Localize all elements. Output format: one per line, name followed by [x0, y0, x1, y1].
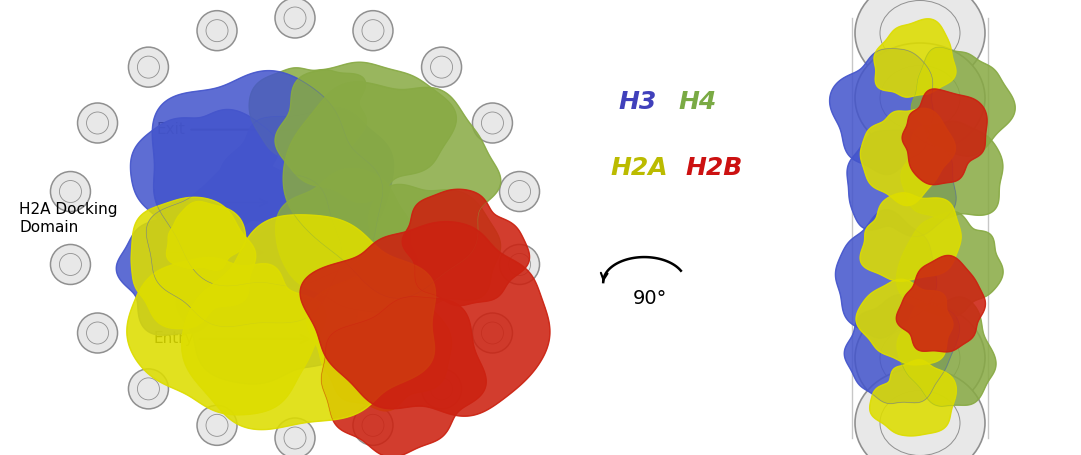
- Polygon shape: [896, 255, 986, 352]
- Polygon shape: [903, 89, 987, 185]
- Polygon shape: [870, 360, 957, 436]
- Polygon shape: [301, 222, 550, 416]
- Circle shape: [78, 313, 118, 353]
- Polygon shape: [369, 184, 501, 306]
- Circle shape: [499, 244, 539, 284]
- Circle shape: [353, 10, 393, 51]
- Circle shape: [129, 47, 169, 87]
- Polygon shape: [896, 212, 1003, 317]
- Polygon shape: [176, 224, 357, 384]
- Text: 90°: 90°: [632, 288, 667, 308]
- Text: H2A Docking
Domain: H2A Docking Domain: [19, 202, 118, 235]
- Circle shape: [197, 405, 237, 445]
- Circle shape: [197, 10, 237, 51]
- Circle shape: [472, 313, 512, 353]
- Circle shape: [51, 244, 91, 284]
- Ellipse shape: [855, 303, 985, 413]
- Polygon shape: [152, 71, 383, 286]
- Polygon shape: [166, 202, 245, 270]
- Polygon shape: [182, 215, 436, 430]
- Circle shape: [51, 172, 91, 212]
- Polygon shape: [856, 279, 953, 365]
- Polygon shape: [900, 121, 1003, 218]
- Polygon shape: [911, 47, 1015, 156]
- Circle shape: [129, 369, 169, 409]
- Polygon shape: [844, 295, 960, 404]
- Polygon shape: [848, 130, 956, 237]
- Circle shape: [499, 172, 539, 212]
- Polygon shape: [873, 19, 956, 97]
- Text: H2B: H2B: [685, 157, 743, 180]
- Ellipse shape: [855, 43, 985, 153]
- Polygon shape: [860, 108, 956, 206]
- Polygon shape: [131, 197, 256, 329]
- Text: H3: H3: [618, 91, 656, 114]
- Polygon shape: [249, 68, 366, 160]
- Ellipse shape: [855, 0, 985, 88]
- Polygon shape: [131, 110, 279, 238]
- Polygon shape: [283, 82, 501, 298]
- Circle shape: [422, 369, 462, 409]
- Polygon shape: [146, 157, 342, 327]
- Polygon shape: [126, 258, 326, 415]
- Circle shape: [78, 103, 118, 143]
- Ellipse shape: [855, 368, 985, 455]
- Polygon shape: [402, 189, 530, 306]
- Polygon shape: [221, 108, 393, 243]
- Polygon shape: [897, 297, 996, 406]
- Text: H4: H4: [679, 91, 717, 114]
- Text: Entry: Entry: [154, 332, 308, 346]
- Circle shape: [472, 103, 512, 143]
- Circle shape: [275, 0, 315, 38]
- Polygon shape: [276, 168, 417, 312]
- Text: H2A: H2A: [611, 157, 668, 180]
- Polygon shape: [321, 297, 486, 455]
- Polygon shape: [829, 49, 934, 175]
- Text: Exit: Exit: [157, 122, 317, 137]
- Polygon shape: [117, 216, 237, 335]
- Polygon shape: [307, 269, 452, 411]
- Circle shape: [275, 418, 315, 455]
- Circle shape: [422, 47, 462, 87]
- Polygon shape: [275, 62, 456, 202]
- Polygon shape: [860, 193, 961, 281]
- Polygon shape: [836, 210, 936, 338]
- Circle shape: [353, 405, 393, 445]
